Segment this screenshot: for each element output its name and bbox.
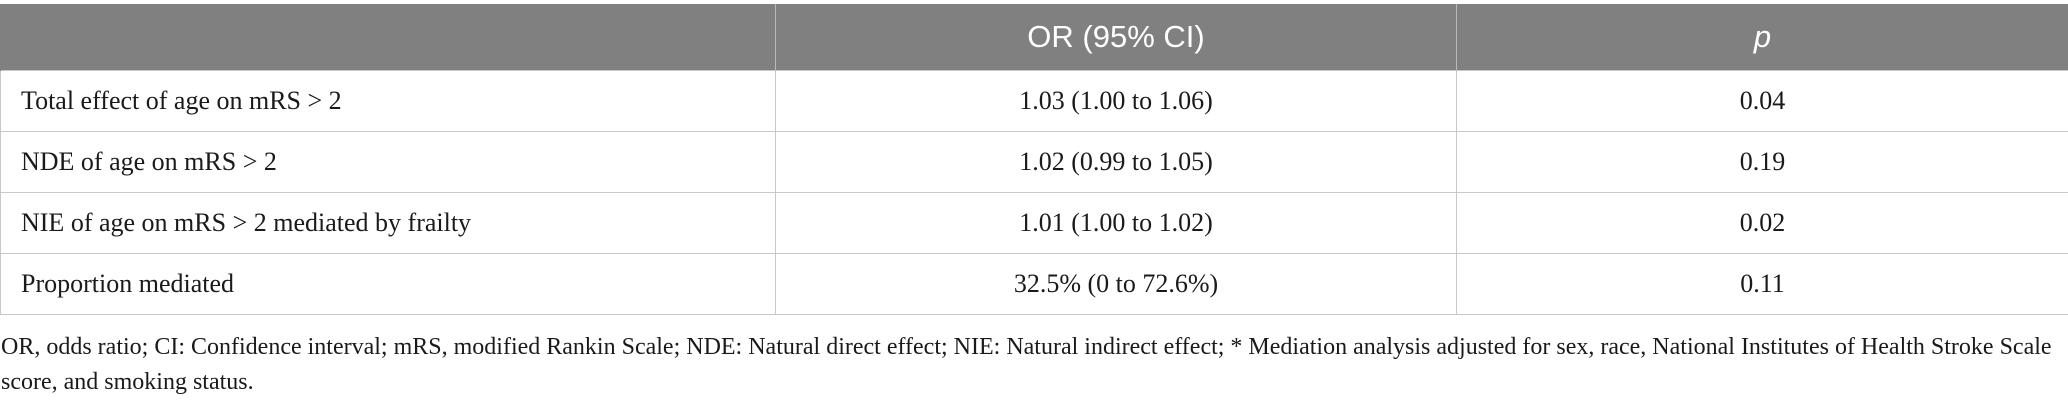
row-or-ci: 1.02 (0.99 to 1.05) [775,131,1457,193]
table-row: NDE of age on mRS > 2 1.02 (0.99 to 1.05… [0,131,2068,193]
row-label: Proportion mediated [0,253,776,315]
table-body: Total effect of age on mRS > 2 1.03 (1.0… [0,70,2068,315]
table-header: OR (95% CI) p [0,4,2068,71]
row-p-value: 0.11 [1456,253,2068,315]
row-or-ci: 1.01 (1.00 to 1.02) [775,192,1457,254]
mediation-results-table: OR (95% CI) p Total effect of age on mRS… [0,4,2068,315]
row-p-value: 0.04 [1456,70,2068,132]
header-row: OR (95% CI) p [0,4,2068,71]
row-label: NDE of age on mRS > 2 [0,131,776,193]
header-or-ci: OR (95% CI) [775,4,1457,71]
table-row: Proportion mediated 32.5% (0 to 72.6%) 0… [0,253,2068,315]
table-row: Total effect of age on mRS > 2 1.03 (1.0… [0,70,2068,132]
header-empty-cell [0,4,776,71]
row-p-value: 0.02 [1456,192,2068,254]
table-row: NIE of age on mRS > 2 mediated by frailt… [0,192,2068,254]
row-p-value: 0.19 [1456,131,2068,193]
results-table-container: OR (95% CI) p Total effect of age on mRS… [0,4,2068,315]
table-footnote: OR, odds ratio; CI: Confidence interval;… [1,334,2052,395]
row-label: NIE of age on mRS > 2 mediated by frailt… [0,192,776,254]
row-or-ci: 32.5% (0 to 72.6%) [775,253,1457,315]
row-label: Total effect of age on mRS > 2 [0,70,776,132]
row-or-ci: 1.03 (1.00 to 1.06) [775,70,1457,132]
header-p-value: p [1456,4,2068,71]
